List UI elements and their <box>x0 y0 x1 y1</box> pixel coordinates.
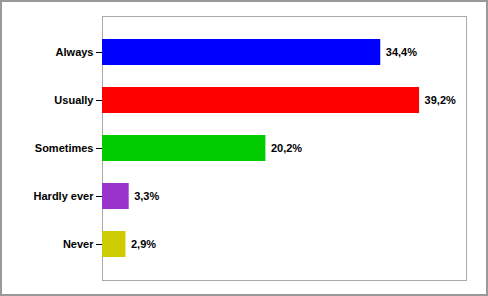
svg-text:2,9%: 2,9% <box>131 238 156 250</box>
svg-text:Sometimes: Sometimes <box>35 142 94 154</box>
svg-text:34,4%: 34,4% <box>386 46 417 58</box>
svg-text:Always: Always <box>56 46 94 58</box>
svg-text:20,2%: 20,2% <box>271 142 302 154</box>
svg-text:Usually: Usually <box>54 94 94 106</box>
svg-text:Never: Never <box>63 238 94 250</box>
svg-text:3,3%: 3,3% <box>134 190 159 202</box>
svg-text:Hardly ever: Hardly ever <box>34 190 95 202</box>
svg-text:39,2%: 39,2% <box>425 94 456 106</box>
